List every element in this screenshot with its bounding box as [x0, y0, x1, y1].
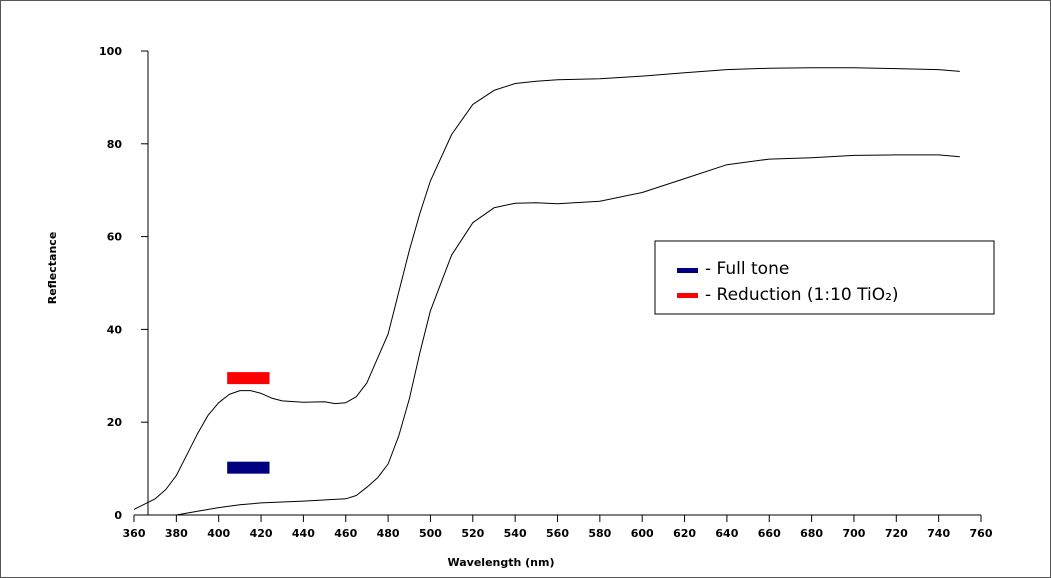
x-tick-label: 520 — [461, 527, 484, 540]
series-line-1 — [176, 154, 960, 516]
x-tick-label: 680 — [800, 527, 823, 540]
legend-label-full-tone: - Full tone — [705, 259, 789, 279]
x-tick-label: 660 — [758, 527, 781, 540]
legend-swatch-full-tone — [677, 268, 698, 273]
x-tick-label: 480 — [377, 527, 400, 540]
x-tick-label: 640 — [715, 527, 738, 540]
x-tick-label: 400 — [207, 527, 230, 540]
x-tick-label: 360 — [123, 527, 146, 540]
x-tick-label: 380 — [165, 527, 188, 540]
color-marker-1 — [227, 461, 270, 474]
y-tick-label: 0 — [114, 509, 122, 522]
ticks: 360 380 400 420 440 460 480 500 520 540 560 580 600 6… — [99, 45, 993, 540]
legend: - Full tone - Reduction (1:10 TiO₂) — [654, 240, 995, 315]
x-tick-label: 720 — [885, 527, 908, 540]
series-line-0 — [133, 67, 960, 510]
y-tick-label: 60 — [107, 231, 123, 244]
y-tick-label: 80 — [107, 138, 123, 151]
legend-swatch-reduction — [677, 293, 698, 298]
legend-label-reduction: - Reduction (1:10 TiO₂) — [705, 285, 899, 305]
x-tick-label: 440 — [292, 527, 315, 540]
color-markers — [227, 372, 270, 474]
x-axis-title: Wavelength (nm) — [448, 556, 555, 569]
series-lines — [133, 67, 960, 516]
x-tick-label: 600 — [631, 527, 654, 540]
x-tick-label: 540 — [504, 527, 527, 540]
color-marker-0 — [227, 372, 270, 385]
y-tick-label: 40 — [107, 323, 123, 336]
x-tick-label: 740 — [927, 527, 950, 540]
legend-box — [654, 240, 995, 315]
x-tick-label: 700 — [842, 527, 865, 540]
x-tick-label: 500 — [419, 527, 442, 540]
x-tick-label: 620 — [673, 527, 696, 540]
x-tick-label: 420 — [250, 527, 273, 540]
y-axis-title: Reflectance — [46, 232, 59, 305]
y-tick-label: 100 — [99, 45, 122, 58]
x-tick-label: 560 — [546, 527, 569, 540]
x-tick-label: 760 — [970, 527, 993, 540]
x-tick-label: 460 — [334, 527, 357, 540]
x-tick-label: 580 — [588, 527, 611, 540]
y-tick-label: 20 — [107, 416, 123, 429]
